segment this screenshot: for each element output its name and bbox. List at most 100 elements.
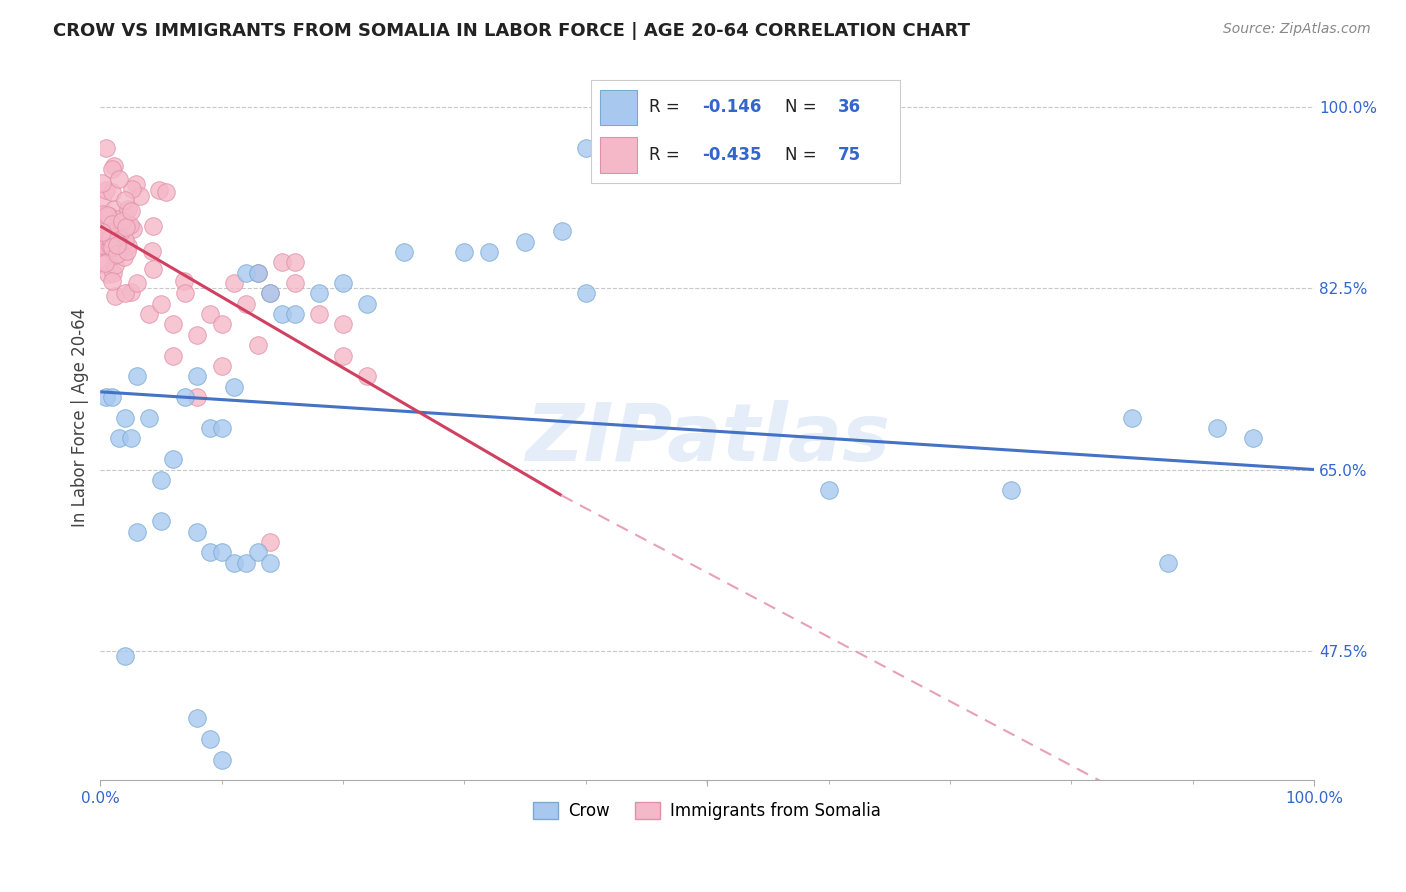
- Point: [198, 421, 221, 435]
- Point: [155, 185, 177, 199]
- Point: [107, 172, 129, 186]
- Point: [105, 238, 128, 252]
- Point: [103, 266, 125, 280]
- Point: [117, 244, 139, 258]
- Point: [94, 217, 117, 231]
- Point: [111, 214, 134, 228]
- Point: [105, 247, 128, 261]
- Point: [138, 410, 160, 425]
- Point: [101, 234, 124, 248]
- Point: [150, 297, 173, 311]
- Point: [91, 227, 114, 241]
- Point: [101, 217, 124, 231]
- Point: [114, 193, 136, 207]
- Point: [114, 410, 136, 425]
- Point: [283, 255, 305, 269]
- Point: [235, 556, 257, 570]
- Point: [247, 545, 270, 559]
- Point: [247, 338, 270, 352]
- Point: [453, 244, 475, 259]
- Point: [101, 185, 124, 199]
- Point: [575, 286, 598, 301]
- Text: -0.146: -0.146: [702, 98, 761, 117]
- Point: [222, 556, 245, 570]
- Point: [107, 235, 129, 250]
- Point: [186, 524, 208, 539]
- Point: [174, 390, 197, 404]
- Point: [107, 432, 129, 446]
- Point: [94, 183, 117, 197]
- Point: [186, 390, 208, 404]
- Point: [101, 390, 124, 404]
- Point: [271, 255, 294, 269]
- Point: [91, 176, 114, 190]
- Text: Source: ZipAtlas.com: Source: ZipAtlas.com: [1223, 22, 1371, 37]
- Point: [90, 257, 112, 271]
- Point: [103, 202, 125, 216]
- Point: [125, 369, 148, 384]
- Point: [356, 297, 378, 311]
- Y-axis label: In Labor Force | Age 20-64: In Labor Force | Age 20-64: [72, 308, 89, 527]
- Point: [308, 286, 330, 301]
- Point: [198, 731, 221, 746]
- Point: [100, 231, 122, 245]
- Point: [96, 208, 118, 222]
- Point: [186, 711, 208, 725]
- Point: [162, 318, 184, 332]
- Text: N =: N =: [786, 98, 823, 117]
- Point: [332, 318, 354, 332]
- Point: [91, 192, 114, 206]
- Point: [235, 266, 257, 280]
- Text: CROW VS IMMIGRANTS FROM SOMALIA IN LABOR FORCE | AGE 20-64 CORRELATION CHART: CROW VS IMMIGRANTS FROM SOMALIA IN LABOR…: [53, 22, 970, 40]
- Point: [125, 276, 148, 290]
- Point: [515, 235, 537, 249]
- Point: [114, 209, 136, 223]
- Point: [129, 189, 152, 203]
- Point: [121, 182, 143, 196]
- Point: [118, 218, 141, 232]
- Text: N =: N =: [786, 145, 823, 163]
- Point: [138, 307, 160, 321]
- Point: [283, 276, 305, 290]
- Point: [222, 276, 245, 290]
- Point: [174, 286, 197, 301]
- Bar: [600, 89, 637, 126]
- Point: [186, 327, 208, 342]
- Point: [110, 226, 132, 240]
- Point: [100, 235, 122, 250]
- Point: [90, 225, 112, 239]
- Point: [117, 202, 139, 217]
- Point: [104, 288, 127, 302]
- Point: [550, 224, 572, 238]
- Point: [104, 232, 127, 246]
- Point: [211, 421, 233, 435]
- Point: [96, 141, 118, 155]
- Point: [259, 286, 281, 301]
- Point: [112, 251, 135, 265]
- Point: [173, 274, 195, 288]
- Point: [308, 307, 330, 321]
- Point: [162, 452, 184, 467]
- Point: [150, 473, 173, 487]
- Point: [101, 162, 124, 177]
- Point: [115, 220, 138, 235]
- Point: [141, 244, 163, 258]
- Point: [211, 753, 233, 767]
- Point: [120, 432, 142, 446]
- Point: [125, 524, 148, 539]
- Point: [101, 274, 124, 288]
- Point: [93, 206, 115, 220]
- Point: [98, 232, 121, 246]
- Point: [120, 203, 142, 218]
- Point: [259, 286, 281, 301]
- Point: [103, 248, 125, 262]
- Point: [356, 369, 378, 384]
- Point: [114, 648, 136, 663]
- Text: -0.435: -0.435: [702, 145, 762, 163]
- Point: [162, 349, 184, 363]
- Point: [96, 390, 118, 404]
- Point: [271, 307, 294, 321]
- Point: [108, 212, 131, 227]
- Point: [100, 241, 122, 255]
- Point: [93, 256, 115, 270]
